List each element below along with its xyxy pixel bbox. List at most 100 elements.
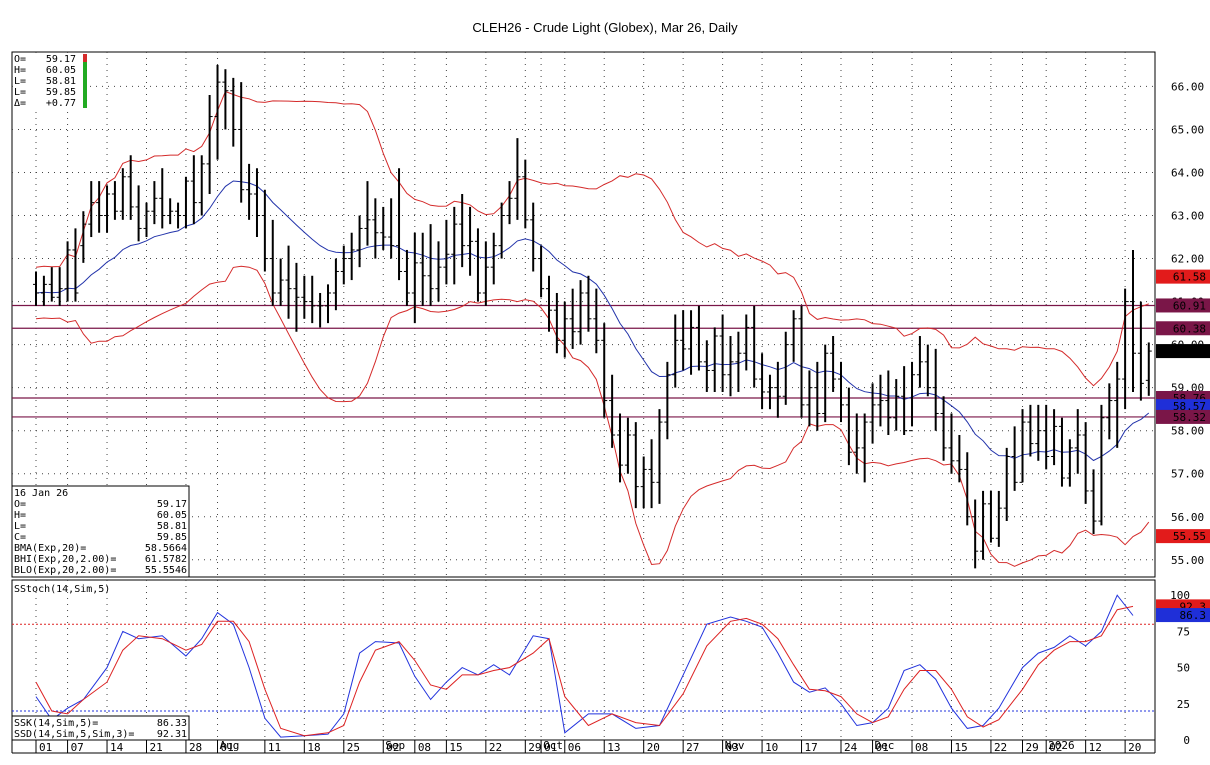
- ohlc-bar: [1019, 409, 1026, 483]
- ohlc-bar: [695, 305, 702, 371]
- price-level-badge: [1156, 399, 1210, 414]
- price-level-badge-label: 60.91: [1173, 299, 1206, 312]
- ohlc-bar: [609, 374, 616, 448]
- ohlc-bar: [111, 181, 118, 220]
- x-tick-label: 24: [844, 741, 858, 754]
- ohlc-bar: [451, 206, 458, 285]
- ohlc-bar: [419, 232, 426, 306]
- ohlc-bar: [246, 163, 253, 220]
- ohlc-bar: [277, 258, 284, 306]
- month-label: Aug: [220, 739, 240, 752]
- ohlc-bar: [909, 361, 916, 432]
- ohlc-bar: [893, 379, 900, 431]
- ohlc-bar: [459, 194, 466, 268]
- ohlc-bar: [1011, 426, 1018, 491]
- ohlc-bar: [104, 185, 111, 233]
- ohlc-bar: [443, 219, 450, 285]
- ohlc-bar: [182, 176, 189, 229]
- x-tick-label: 01: [544, 741, 557, 754]
- ohlc-bar: [719, 314, 726, 392]
- ohlc-bar: [782, 331, 789, 405]
- ohlc-bar: [948, 413, 955, 474]
- month-label: Dec: [875, 739, 895, 752]
- info-box: [11, 485, 190, 578]
- price-level-badge: [1156, 409, 1210, 424]
- ohlc-bar: [672, 314, 679, 388]
- ohlc-bar: [364, 181, 371, 246]
- quote-box: [13, 53, 89, 110]
- ohlc-bar: [285, 245, 292, 319]
- info-date: 16 Jan 26: [14, 488, 68, 499]
- ohlc-bar: [956, 434, 963, 483]
- bollinger-upper-line: [35, 90, 1149, 387]
- x-tick-label: 22: [489, 741, 502, 754]
- ohlc-bar: [380, 206, 387, 250]
- stoch-value-label: SSK(14,Sim,5)=: [14, 718, 98, 729]
- stoch-k-line: [35, 594, 1134, 738]
- ohlc-bar: [837, 361, 844, 423]
- info-label: O=: [14, 499, 26, 510]
- ohlc-bar: [340, 245, 347, 285]
- ohlc-bar: [88, 181, 95, 238]
- ohlc-bar: [593, 288, 600, 354]
- x-tick-label: 01: [39, 741, 52, 754]
- ohlc-bar: [175, 202, 182, 229]
- price-level-badge-label: 60.38: [1173, 322, 1206, 335]
- stoch-tick-label: 100: [1170, 589, 1190, 602]
- x-tick-label: 08: [915, 741, 928, 754]
- ohlc-bar: [735, 331, 742, 392]
- info-value: 59.17: [157, 499, 187, 510]
- ohlc-bar: [569, 288, 576, 349]
- ohlc-bar: [80, 211, 87, 263]
- price-series-group: [33, 64, 1152, 569]
- ohlc-bar: [553, 292, 560, 354]
- ohlc-bar: [490, 232, 497, 285]
- ohlc-bar: [1051, 409, 1058, 466]
- price-tick-label: 56.00: [1171, 511, 1204, 524]
- ohlc-bar: [427, 224, 434, 306]
- stochastic-panel-frame: [11, 579, 1156, 741]
- ohlc-bar: [348, 232, 355, 281]
- stoch-level-badge-label: 86.3: [1180, 609, 1207, 622]
- quote-label: H=: [14, 65, 26, 76]
- ohlc-bar: [861, 413, 868, 483]
- price-level-badge: [1156, 529, 1210, 544]
- x-tick-label: 06: [568, 741, 581, 754]
- quote-label: Δ=: [14, 98, 26, 109]
- month-label: 2026: [1048, 739, 1075, 752]
- ohlc-bar: [127, 155, 134, 220]
- price-level-badge-label: 58.57: [1173, 400, 1206, 413]
- ohlc-bar: [159, 168, 166, 229]
- ohlc-bar: [530, 202, 537, 272]
- ohlc-bar: [253, 168, 260, 238]
- bollinger-lower-line: [35, 265, 1150, 567]
- ohlc-bar: [901, 366, 908, 435]
- quote-value: 58.81: [46, 76, 76, 87]
- ohlc-bar: [987, 490, 994, 543]
- ohlc-bar: [1027, 404, 1034, 457]
- ohlc-bar: [980, 490, 987, 560]
- ohlc-bar: [206, 95, 213, 195]
- ohlc-bar: [1066, 439, 1073, 487]
- price-level-badge-label: 59.85: [1173, 345, 1206, 358]
- ohlc-bar: [1106, 383, 1113, 440]
- ohlc-bar: [1114, 361, 1121, 448]
- ohlc-bar: [1003, 447, 1010, 522]
- stoch-level-badge: [1156, 608, 1210, 623]
- stoch-tick-label: 75: [1177, 625, 1190, 638]
- ohlc-bar: [48, 267, 55, 302]
- ohlc-bar: [1122, 288, 1129, 410]
- x-tick-label: 08: [418, 741, 431, 754]
- ohlc-bar: [1090, 469, 1097, 534]
- ohlc-bar: [759, 353, 766, 410]
- x-tick-label: 25: [347, 741, 360, 754]
- price-level-badge: [1156, 344, 1210, 359]
- ohlc-bar: [727, 336, 734, 397]
- ohlc-bar: [1137, 301, 1144, 401]
- ohlc-bar: [751, 305, 758, 388]
- info-label: H=: [14, 510, 26, 521]
- quote-value: 60.05: [46, 65, 76, 76]
- stoch-title: SStoch(14,Sim,5): [14, 584, 110, 595]
- ohlc-bar: [474, 228, 481, 302]
